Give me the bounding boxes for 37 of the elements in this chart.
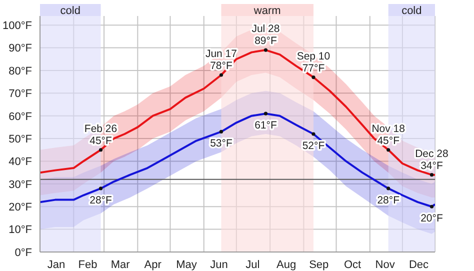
annotation: 61°F <box>254 120 277 132</box>
band-label: cold <box>402 5 422 17</box>
annotation: 20°F <box>420 212 443 225</box>
annotation: 52°F <box>302 140 325 152</box>
annotation: 53°F <box>210 138 232 150</box>
annotation: Sep 10 77°F <box>296 50 330 74</box>
y-tick-label: 70°F <box>8 88 32 100</box>
y-tick-label: 30°F <box>8 178 32 191</box>
y-tick-label: 20°F <box>8 202 32 214</box>
x-tick-label: Dec <box>408 258 430 271</box>
x-tick-label: Jun <box>210 258 228 271</box>
x-tick-label: Apr <box>144 258 162 271</box>
x-tick-label: Feb <box>78 258 98 271</box>
band-label: warm <box>252 5 281 17</box>
y-tick-label: 0°F <box>14 246 32 259</box>
x-tick-label: Mar <box>110 258 130 271</box>
y-tick-label: 10°F <box>8 224 32 236</box>
x-tick-label: Jan <box>47 258 66 271</box>
y-tick-label: 40°F <box>8 156 32 168</box>
x-tick-label: Oct <box>344 258 362 271</box>
x-tick-label: May <box>176 258 198 271</box>
y-tick-label: 100°F <box>2 20 32 32</box>
y-tick-label: 90°F <box>8 42 32 55</box>
annotation: Feb 26 45°F <box>84 122 118 147</box>
x-tick-label: Sep <box>309 258 329 271</box>
annotation: Jul 28 89°F <box>252 23 280 48</box>
x-tick-label: Aug <box>276 258 296 271</box>
y-tick-label: 60°F <box>8 110 32 123</box>
band-label: cold <box>60 5 80 17</box>
x-tick-label: Jul <box>246 258 260 271</box>
annotation: Dec 28 34°F <box>415 148 449 172</box>
annotation: 28°F <box>377 194 400 206</box>
x-tick-label: Nov <box>375 258 396 271</box>
y-tick-label: 80°F <box>8 65 32 78</box>
y-tick-label: 50°F <box>8 133 32 146</box>
annotation: 28°F <box>90 194 112 206</box>
annotation: Nov 18 45°F <box>372 122 406 147</box>
